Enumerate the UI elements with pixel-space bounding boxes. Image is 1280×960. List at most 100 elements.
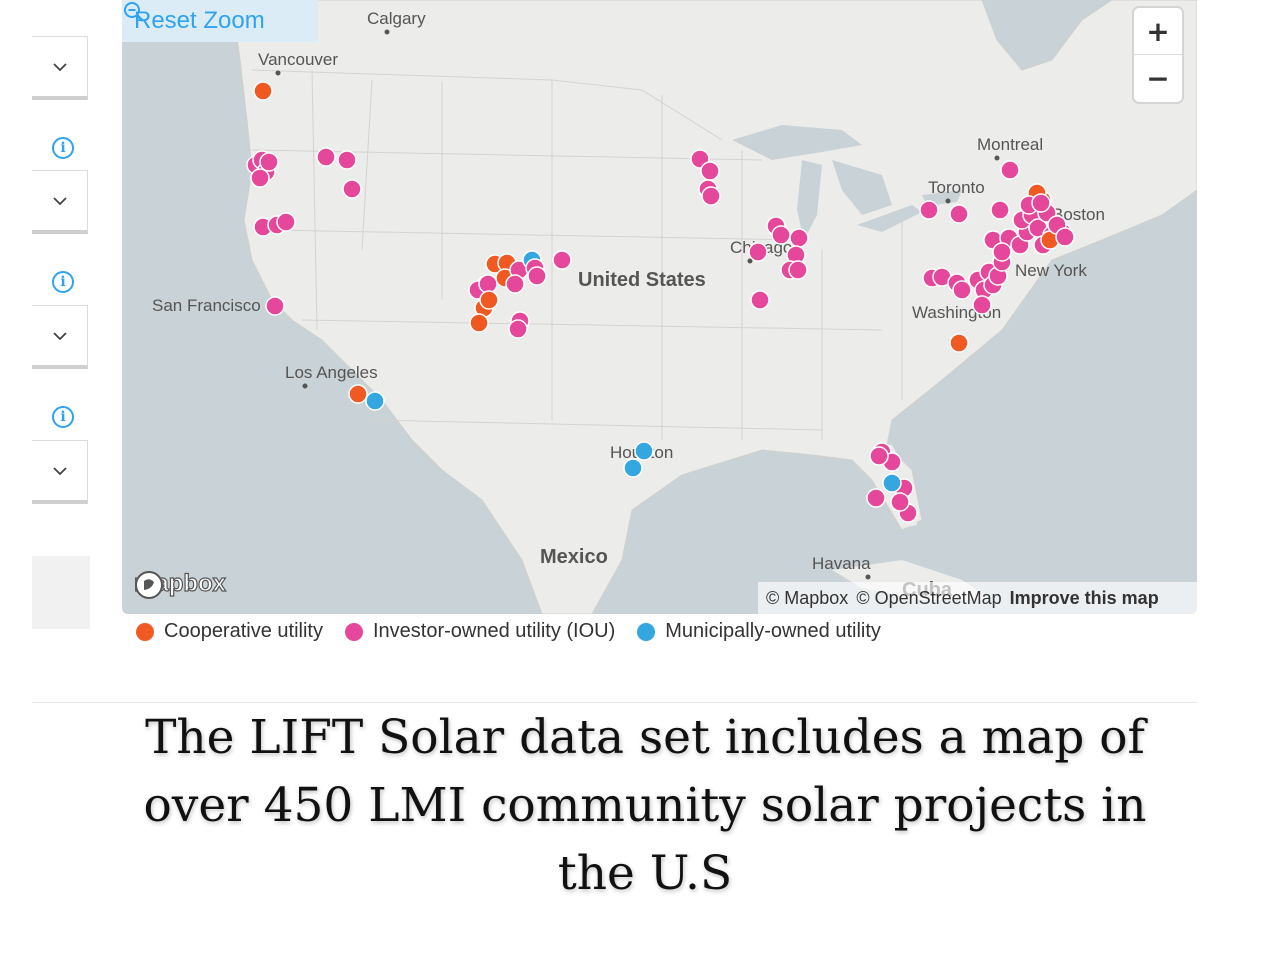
- project-marker-cooperative[interactable]: [949, 333, 969, 353]
- info-icon[interactable]: i: [52, 406, 74, 428]
- project-marker-iou[interactable]: [276, 212, 296, 232]
- zoom-out-button[interactable]: −: [1146, 61, 1170, 95]
- project-marker-iou[interactable]: [508, 319, 528, 339]
- lake-huron: [832, 160, 892, 215]
- project-marker-iou[interactable]: [478, 274, 498, 294]
- project-marker-iou[interactable]: [771, 225, 791, 245]
- project-marker-iou[interactable]: [259, 152, 279, 172]
- project-marker-iou[interactable]: [788, 260, 808, 280]
- project-marker-iou[interactable]: [789, 228, 809, 248]
- project-marker-cooperative[interactable]: [348, 384, 368, 404]
- map-label-mexico: Mexico: [540, 546, 608, 568]
- project-marker-iou[interactable]: [265, 296, 285, 316]
- zoom-in-button[interactable]: +: [1134, 8, 1182, 55]
- map-label-vancouver: Vancouver: [258, 50, 338, 69]
- project-marker-iou[interactable]: [990, 200, 1010, 220]
- legend-item-cooperative: Cooperative utility: [136, 620, 323, 643]
- project-marker-iou[interactable]: [972, 295, 992, 315]
- filter-dropdown-3[interactable]: [32, 305, 88, 369]
- legend-dot-icon: [637, 622, 656, 641]
- project-marker-iou[interactable]: [527, 266, 547, 286]
- attribution-mapbox-link[interactable]: © Mapbox: [766, 587, 849, 608]
- image-caption: The LIFT Solar data set includes a map o…: [143, 710, 1147, 901]
- project-marker-iou[interactable]: [552, 250, 572, 270]
- project-marker-municipal[interactable]: [634, 441, 654, 461]
- project-marker-iou[interactable]: [949, 204, 969, 224]
- mapbox-logo-icon: [135, 571, 163, 599]
- info-icon[interactable]: i: [52, 271, 74, 293]
- map-canvas[interactable]: CalgaryVancouverMontrealTorontoBostonChi…: [122, 0, 1197, 614]
- reset-zoom-label: Reset Zoom: [134, 7, 265, 34]
- project-marker-iou[interactable]: [701, 186, 721, 206]
- map-attribution: © Mapbox © OpenStreetMap Improve this ma…: [758, 582, 1197, 614]
- filter-dropdown-4[interactable]: [32, 440, 88, 504]
- project-marker-cooperative[interactable]: [469, 313, 489, 333]
- lake-superior: [732, 125, 862, 160]
- legend-label: Investor-owned utility (IOU): [372, 620, 616, 642]
- north-water: [1002, 0, 1052, 50]
- map-label-calgary: Calgary: [367, 9, 426, 28]
- mapbox-logo[interactable]: mapbox: [133, 569, 227, 599]
- map-legend: Cooperative utility Investor-owned utili…: [136, 620, 881, 643]
- attribution-osm-link[interactable]: © OpenStreetMap: [856, 587, 1002, 608]
- map-label-boston: Boston: [1052, 205, 1105, 224]
- project-marker-iou[interactable]: [1055, 227, 1075, 247]
- project-marker-iou[interactable]: [750, 290, 770, 310]
- legend-dot-icon: [344, 622, 363, 641]
- project-marker-cooperative[interactable]: [253, 81, 273, 101]
- city-marker: [275, 70, 281, 76]
- project-marker-iou[interactable]: [700, 161, 720, 181]
- filter-panel-footer: [32, 556, 90, 629]
- legend-item-iou: Investor-owned utility (IOU): [344, 620, 616, 643]
- project-marker-iou[interactable]: [1031, 193, 1051, 213]
- map-label-los-angeles: Los Angeles: [285, 363, 378, 382]
- zoom-out-magnifier-icon: [124, 2, 144, 22]
- map-label-toronto: Toronto: [928, 178, 985, 197]
- project-marker-cooperative[interactable]: [479, 290, 499, 310]
- city-marker: [994, 155, 1000, 161]
- project-marker-iou[interactable]: [952, 280, 972, 300]
- city-marker: [945, 198, 951, 204]
- project-marker-iou[interactable]: [866, 488, 886, 508]
- filter-dropdown-1[interactable]: [32, 36, 88, 100]
- project-marker-municipal[interactable]: [882, 473, 902, 493]
- map-label-united-states: United States: [578, 269, 706, 291]
- project-marker-iou[interactable]: [919, 200, 939, 220]
- project-marker-iou[interactable]: [316, 147, 336, 167]
- map-label-havana: Havana: [812, 554, 871, 573]
- state-borders: [251, 69, 903, 440]
- filter-dropdown-2[interactable]: [32, 170, 88, 234]
- map-label-san-francisco: San Francisco: [152, 296, 261, 315]
- project-marker-iou[interactable]: [748, 242, 768, 262]
- divider: [32, 702, 1197, 703]
- map-label-new-york: New York: [1015, 261, 1087, 280]
- project-map[interactable]: CalgaryVancouverMontrealTorontoBostonChi…: [122, 0, 1197, 614]
- project-marker-iou[interactable]: [992, 242, 1012, 262]
- reset-zoom-button[interactable]: Reset Zoom: [122, 0, 318, 42]
- map-label-montreal: Montreal: [977, 135, 1043, 154]
- info-icon[interactable]: i: [52, 137, 74, 159]
- project-marker-iou[interactable]: [505, 274, 525, 294]
- project-marker-municipal[interactable]: [365, 391, 385, 411]
- city-marker: [747, 258, 753, 264]
- chevron-down-icon: [52, 62, 67, 71]
- project-marker-iou[interactable]: [337, 150, 357, 170]
- project-marker-iou[interactable]: [1000, 160, 1020, 180]
- land-north-america: [231, 0, 1197, 614]
- project-marker-municipal[interactable]: [623, 458, 643, 478]
- chevron-down-icon: [52, 466, 67, 475]
- chevron-down-icon: [52, 331, 67, 340]
- project-marker-iou[interactable]: [342, 179, 362, 199]
- city-marker: [302, 383, 308, 389]
- project-marker-iou[interactable]: [890, 492, 910, 512]
- legend-label: Municipally-owned utility: [665, 620, 881, 642]
- project-marker-iou[interactable]: [250, 168, 270, 188]
- improve-map-link[interactable]: Improve this map: [1009, 587, 1159, 608]
- gulf-of-california: [392, 440, 482, 600]
- project-marker-iou[interactable]: [869, 446, 889, 466]
- legend-label: Cooperative utility: [164, 620, 323, 642]
- lake-erie: [857, 205, 922, 232]
- city-marker: [384, 29, 390, 35]
- city-marker: [865, 574, 871, 580]
- lake-michigan: [797, 160, 822, 240]
